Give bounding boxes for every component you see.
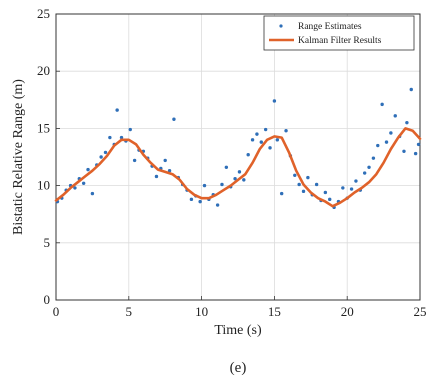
range-estimate-point — [389, 131, 393, 135]
range-estimate-point — [167, 169, 172, 173]
range-estimate-point — [416, 142, 421, 147]
grid — [55, 13, 421, 301]
range-estimate-point — [250, 138, 255, 142]
y-tick-label: 10 — [37, 178, 50, 193]
range-estimate-point — [367, 165, 371, 169]
range-estimate-point — [233, 177, 237, 181]
range-estimate-point — [90, 191, 95, 196]
range-estimate-point — [376, 143, 380, 148]
range-estimate-point — [73, 186, 77, 190]
range-estimate-point — [237, 170, 242, 174]
range-estimate-point — [202, 183, 207, 188]
range-estimate-point — [380, 102, 384, 107]
range-estimate-point — [328, 197, 332, 202]
y-tick-label: 25 — [37, 6, 50, 21]
x-tick-label: 10 — [195, 304, 208, 319]
range-estimate-point — [246, 153, 250, 157]
range-estimate-point — [284, 128, 288, 133]
range-estimate-point — [108, 135, 112, 140]
range-estimate-point — [301, 189, 306, 194]
figure-caption: (e) — [230, 360, 247, 376]
kalman-filter-line — [54, 127, 422, 208]
range-estimate-point — [272, 99, 277, 103]
range-estimate-point — [263, 127, 268, 132]
y-tick-label: 15 — [37, 120, 50, 135]
range-estimate-point — [409, 87, 413, 92]
range-estimate-point — [349, 187, 354, 191]
legend-marker-range-estimates — [279, 24, 283, 28]
range-estimate-point — [393, 114, 397, 118]
x-axis-label: Time (s) — [214, 323, 262, 338]
range-estimate-point — [354, 179, 358, 183]
range-estimate-point — [172, 117, 176, 121]
x-tick-label: 20 — [341, 304, 354, 319]
range-estimate-point — [86, 167, 90, 172]
range-estimate-point — [224, 165, 229, 169]
range-estimate-point — [242, 178, 246, 182]
y-tick-label: 20 — [37, 63, 50, 78]
range-estimate-point — [99, 155, 103, 159]
axis-ticks: 0 5 10 15 20 25 0 5 10 15 20 25 — [37, 6, 427, 319]
range-estimate-point — [128, 127, 132, 132]
range-estimate-point — [362, 171, 367, 175]
range-estimate-point — [189, 197, 194, 202]
range-estimate-point — [293, 173, 297, 178]
x-tick-label: 0 — [53, 304, 60, 319]
range-estimate-point — [413, 151, 418, 156]
legend-label-range-estimates: Range Estimates — [298, 22, 362, 32]
legend: Range Estimates Kalman Filter Results — [263, 15, 415, 51]
range-estimate-point — [215, 203, 220, 207]
x-tick-label: 5 — [126, 304, 133, 319]
x-tick-label: 15 — [268, 304, 281, 319]
range-estimate-point — [297, 182, 301, 187]
range-estimate-point — [323, 190, 328, 195]
range-estimate-point — [255, 132, 259, 136]
range-estimate-point — [154, 174, 159, 179]
range-estimate-point — [198, 199, 202, 204]
y-tick-label: 5 — [44, 235, 51, 250]
range-estimate-point — [306, 175, 310, 180]
legend-box — [263, 15, 415, 51]
range-estimate-point — [371, 156, 376, 160]
range-estimate-point — [384, 140, 389, 144]
range-estimate-point — [259, 140, 263, 144]
range-estimate-point — [119, 135, 124, 140]
range-estimate-point — [132, 158, 137, 163]
legend-label-kalman-filter: Kalman Filter Results — [298, 36, 382, 46]
range-estimate-point — [275, 138, 280, 142]
range-estimate-point — [115, 108, 119, 112]
range-estimate-point — [220, 182, 224, 187]
range-estimate-point — [405, 120, 409, 125]
x-tick-label: 25 — [414, 304, 427, 319]
range-estimate-point — [314, 182, 319, 187]
range-estimate-point — [402, 149, 406, 153]
range-estimate-point — [81, 181, 86, 186]
range-estimate-point — [163, 158, 167, 163]
y-tick-label: 0 — [44, 292, 51, 307]
range-estimate-point — [279, 191, 284, 196]
range-estimate-point — [341, 186, 345, 190]
range-estimate-point — [103, 150, 108, 155]
y-axis-label: Bistatic Relative Range (m) — [11, 79, 26, 235]
range-estimates-series — [55, 87, 421, 210]
range-estimate-point — [268, 146, 272, 150]
plot-frame — [55, 13, 421, 301]
